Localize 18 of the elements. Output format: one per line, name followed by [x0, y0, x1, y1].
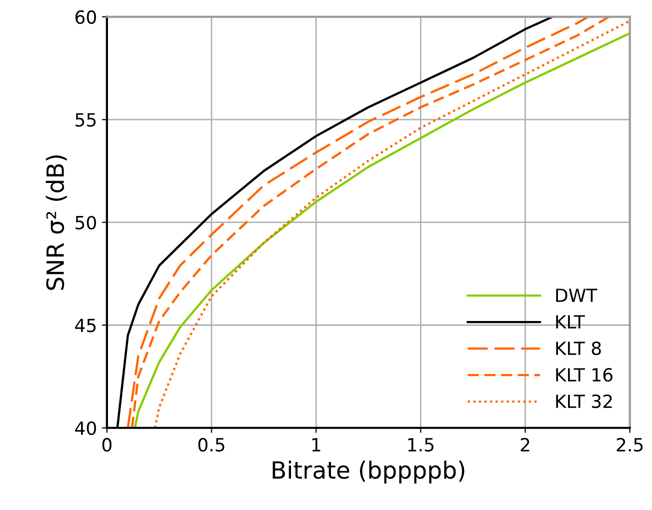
- legend-label: KLT 32: [556, 394, 612, 408]
- legend-label: DWT: [556, 288, 598, 302]
- y-tick-label: 45: [75, 318, 96, 332]
- x-axis-title: Bitrate (bppppb): [272, 460, 464, 484]
- y-tick-label: 50: [76, 216, 96, 230]
- y-tick-label: 40: [75, 421, 96, 436]
- legend-label: KLT: [556, 315, 585, 328]
- x-tick-label: 1: [312, 438, 320, 452]
- y-tick-label: 60: [75, 10, 96, 24]
- x-tick-label: 0: [102, 438, 112, 452]
- x-tick-label: 1.5: [408, 438, 434, 452]
- x-tick-label: 2: [520, 438, 530, 452]
- legend-label: KLT 8: [556, 341, 601, 356]
- y-axis-title: SNR σ² (dB): [46, 155, 67, 290]
- legend-label: KLT 16: [556, 368, 612, 382]
- x-tick-label: 0.5: [198, 438, 224, 452]
- y-tick-label: 55: [76, 113, 96, 127]
- x-tick-label: 2.5: [616, 438, 643, 452]
